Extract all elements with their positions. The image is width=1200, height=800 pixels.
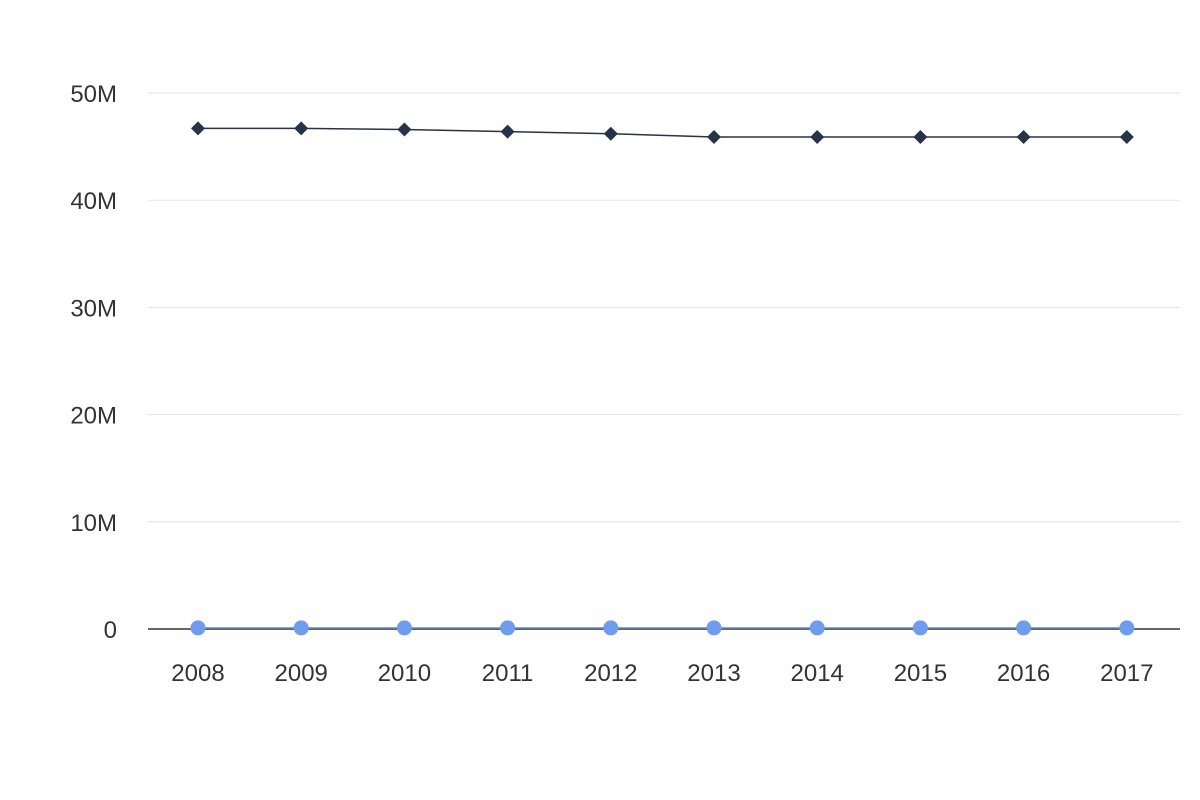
- x-tick-label: 2017: [1100, 660, 1153, 687]
- y-tick-label: 20M: [70, 403, 117, 430]
- data-point-diamond: [1016, 129, 1031, 144]
- data-point-circle: [190, 620, 206, 636]
- data-point-diamond: [707, 129, 721, 144]
- data-point-circle: [1119, 620, 1135, 636]
- x-tick-label: 2009: [275, 660, 328, 687]
- data-point-diamond: [913, 129, 928, 144]
- data-point-circle: [1016, 620, 1032, 636]
- y-axis: 0 10M 20M 30M 40M 50M: [70, 81, 117, 644]
- data-point-circle: [912, 620, 928, 636]
- data-point-diamond: [1119, 129, 1134, 144]
- data-point-diamond: [810, 129, 825, 144]
- data-point-diamond: [294, 121, 309, 136]
- x-tick-label: 2016: [997, 660, 1050, 687]
- data-point-diamond: [397, 122, 412, 137]
- y-tick-label: 0: [104, 617, 117, 644]
- data-point-diamond: [500, 124, 515, 139]
- x-axis: 2008 2009 2010 2011 2012 2013 2014 2015 2016 2017: [148, 628, 1180, 687]
- data-point-circle: [706, 620, 722, 636]
- y-tick-label: 10M: [70, 510, 117, 537]
- data-point-circle: [500, 620, 516, 636]
- x-tick-label: 2010: [378, 660, 431, 687]
- series-group: [190, 121, 1135, 636]
- data-point-circle: [396, 620, 412, 636]
- series-line-1: [198, 127, 1127, 138]
- x-tick-label: 2008: [171, 660, 224, 687]
- x-tick-label: 2014: [791, 660, 844, 687]
- x-tick-label: 2012: [584, 660, 637, 687]
- y-tick-label: 30M: [70, 295, 117, 322]
- x-tick-label: 2015: [894, 660, 947, 687]
- data-point-diamond: [603, 126, 618, 141]
- data-point-circle: [809, 620, 825, 636]
- x-tick-label: 2013: [687, 660, 740, 687]
- y-tick-label: 50M: [70, 81, 117, 108]
- data-point-diamond: [191, 121, 205, 136]
- gridlines: [148, 92, 1180, 523]
- x-tick-label: 2011: [482, 660, 534, 687]
- data-point-circle: [293, 620, 309, 636]
- y-tick-label: 40M: [70, 188, 117, 215]
- data-point-circle: [603, 620, 619, 636]
